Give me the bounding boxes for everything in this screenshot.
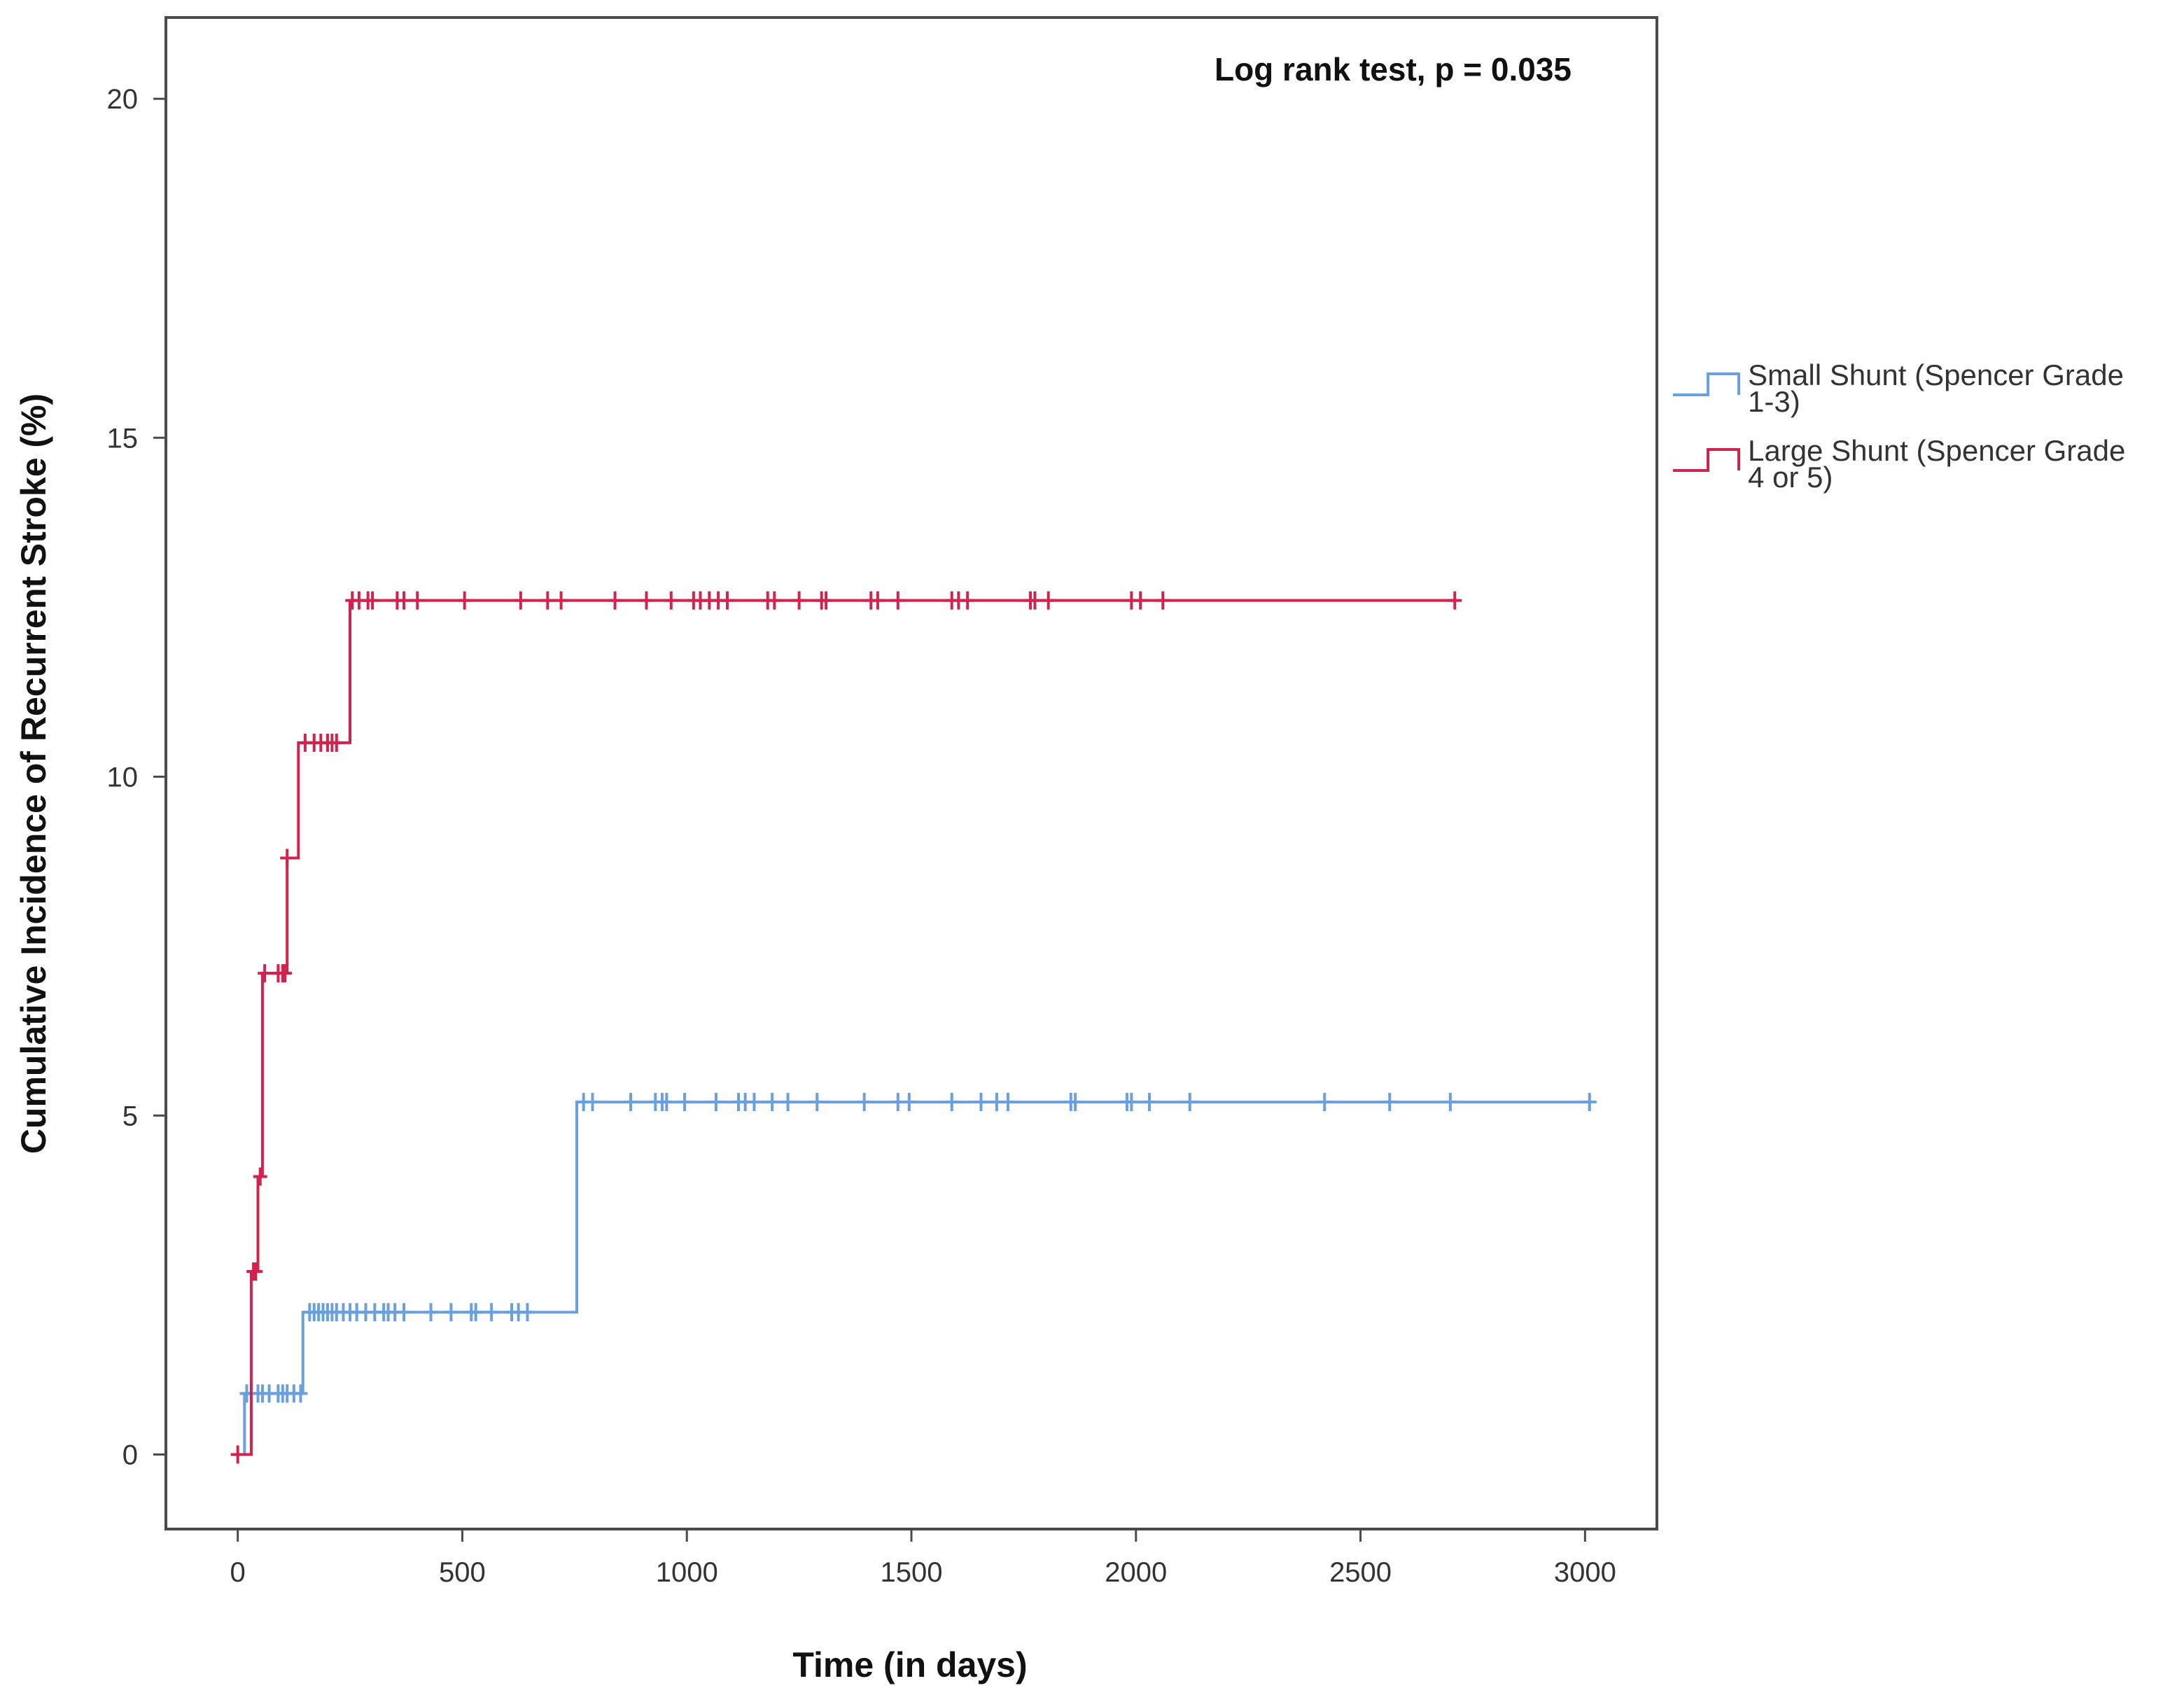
censor-mark [457,591,472,610]
censor-mark [780,1093,795,1112]
censor-mark [520,1303,535,1322]
censor-mark [1133,591,1148,610]
x-tick-label: 1500 [881,1557,943,1588]
y-tick-label: 0 [122,1440,138,1471]
censor-mark [767,591,782,610]
censor-mark [554,591,568,610]
y-tick-label: 5 [122,1101,138,1131]
censor-mark [944,1093,959,1112]
x-tick-label: 500 [439,1557,486,1588]
x-axis-title: Time (in days) [792,1645,1027,1684]
censor-mark [857,1093,872,1112]
censor-mark [765,1093,780,1112]
censor-mark [639,591,654,610]
series-layer [230,591,1597,1464]
censor-mark [1124,1093,1139,1112]
censor-mark [819,591,834,610]
censor-mark [747,1093,762,1112]
y-axis-title: Cumulative Incidence of Recurrent Stroke… [14,393,53,1154]
legend-label: 4 or 5) [1748,461,1833,494]
censor-mark [792,591,806,610]
x-tick-label: 1000 [656,1557,718,1588]
step-line [237,1101,1592,1456]
censor-mark [664,591,678,610]
legend-label: Small Shunt (Spencer Grade [1748,358,2124,391]
censor-mark [397,1303,412,1322]
y-tick-label: 20 [107,84,139,115]
censor-mark [810,1093,825,1112]
censor-mark [1000,1093,1015,1112]
censor-mark [1317,1093,1332,1112]
annotation-logrank: Log rank test, p = 0.035 [1214,51,1572,88]
censor-mark [1182,1093,1197,1112]
censor-mark [513,591,528,610]
censor-mark [424,1303,438,1322]
censor-mark [258,964,272,983]
censor-mark [484,1303,499,1322]
y-tick-label: 15 [107,423,139,454]
censor-mark [253,1167,267,1186]
censor-mark [444,1303,458,1322]
x-tick-label: 2000 [1105,1557,1167,1588]
censor-mark [870,591,885,610]
y-tick-label: 10 [107,762,139,793]
censor-mark [397,591,412,610]
censor-mark [974,1093,988,1112]
legend-label: 1-3) [1748,385,1800,418]
censor-mark [1443,1093,1457,1112]
censor-mark [1582,1093,1597,1112]
x-tick-label: 0 [230,1557,246,1588]
censor-mark [1448,591,1462,610]
censor-mark [1142,1093,1157,1112]
censor-mark [329,733,344,752]
censor-mark [1156,591,1170,610]
censor-mark [248,1262,263,1281]
censor-mark [365,591,380,610]
censor-mark [468,1303,483,1322]
legend-swatch [1673,372,1740,396]
censor-mark [410,591,425,610]
censor-mark [585,1093,600,1112]
censor-mark [1382,1093,1397,1112]
y-axis: 0 5 10 15 20 [107,84,166,1471]
censor-mark [1028,591,1042,610]
censor-mark [1041,591,1056,610]
censor-mark [293,1384,308,1403]
x-tick-label: 3000 [1554,1557,1616,1588]
x-tick-label: 2500 [1329,1557,1392,1588]
censor-mark [608,591,622,610]
censor-mark [1068,1093,1083,1112]
series-small-shunt [237,1093,1597,1456]
x-axis: 0 500 1000 1500 2000 2500 3000 [230,1529,1616,1588]
series-large-shunt [230,591,1462,1464]
censor-mark [678,1093,692,1112]
censor-mark [278,964,293,983]
legend-label: Large Shunt (Spencer Grade [1748,434,2125,467]
legend-swatch [1673,448,1740,472]
censor-mark [280,849,295,867]
censor-mark [540,591,555,610]
censor-mark [659,1093,674,1112]
censor-mark [902,1093,916,1112]
censor-mark [890,591,905,610]
censor-mark [624,1093,638,1112]
censor-mark [960,591,975,610]
censor-mark [230,1445,245,1464]
censor-mark [720,591,734,610]
censor-mark [708,1093,723,1112]
